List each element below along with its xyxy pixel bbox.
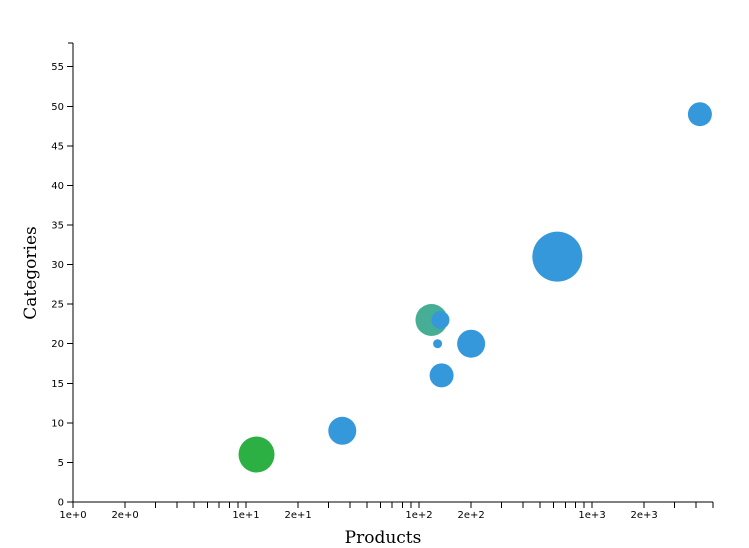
y-tick-label: 35 xyxy=(51,221,64,232)
x-tick-label: 1e+3 xyxy=(578,510,605,521)
data-point xyxy=(431,310,450,329)
x-tick-label: 2e+0 xyxy=(111,510,138,521)
y-axis: 0 5 10 15 20 25 30 35 40 45 50 55 xyxy=(51,42,74,509)
y-tick-label: 25 xyxy=(51,300,64,311)
x-tick-label: 2e+2 xyxy=(457,510,484,521)
y-tick-label: 10 xyxy=(51,418,64,429)
y-tick-label: 0 xyxy=(58,498,64,509)
y-tick-label: 40 xyxy=(51,181,64,192)
y-tick-label: 5 xyxy=(58,458,64,469)
x-tick-label: 1e+2 xyxy=(405,510,432,521)
y-tick-label: 50 xyxy=(51,102,64,113)
data-point xyxy=(457,329,486,358)
plot-area xyxy=(238,102,712,473)
data-point xyxy=(532,231,583,282)
data-point xyxy=(328,416,357,445)
y-tick-label: 55 xyxy=(51,62,64,73)
y-tick-label: 30 xyxy=(51,260,64,271)
data-point xyxy=(687,102,712,127)
x-axis: 1e+0 2e+0 1e+1 2e+1 1e+2 2e+2 1e+3 2e+3 xyxy=(59,501,714,521)
x-axis-title: Products xyxy=(345,528,422,548)
x-tick-label: 1e+1 xyxy=(232,510,259,521)
x-tick-label: 2e+3 xyxy=(631,510,658,521)
y-tick-label: 15 xyxy=(51,379,64,390)
y-tick-label: 20 xyxy=(51,339,64,350)
data-point xyxy=(429,363,454,388)
x-tick-label: 1e+0 xyxy=(59,510,86,521)
x-tick-label: 2e+1 xyxy=(284,510,311,521)
data-point xyxy=(238,436,275,473)
y-tick-label: 45 xyxy=(51,141,64,152)
data-point xyxy=(433,339,443,349)
y-axis-title: Categories xyxy=(21,226,41,320)
